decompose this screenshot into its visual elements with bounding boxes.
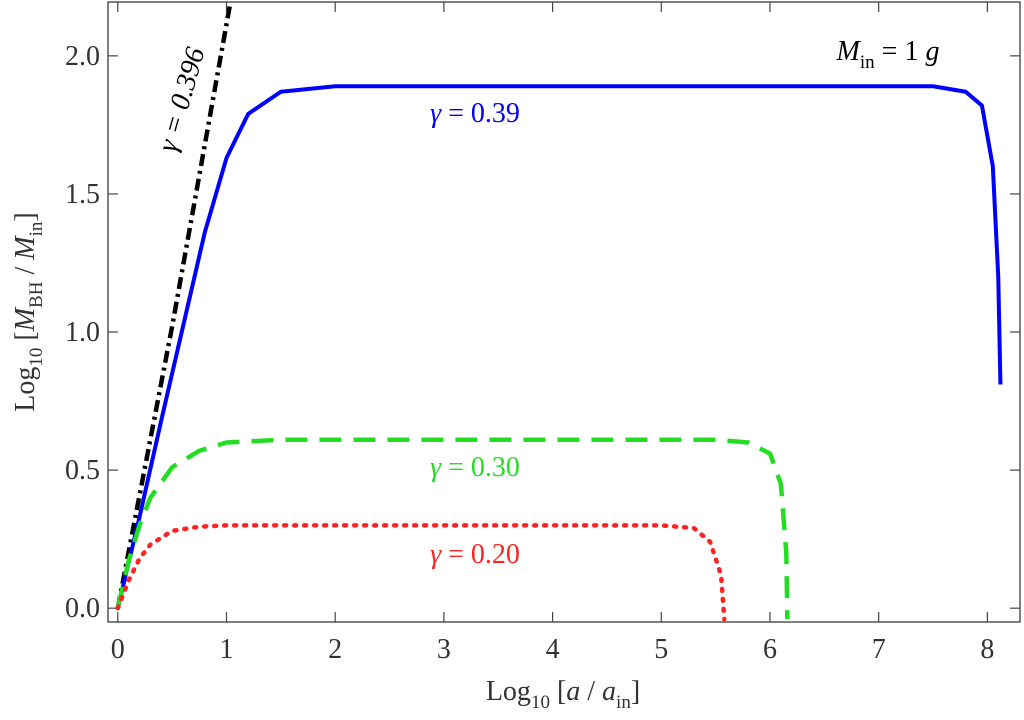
- series-line: [115, 5, 232, 609]
- y-axis-label-part: M: [10, 306, 41, 332]
- y-axis-label-part: ]: [10, 212, 41, 221]
- y-axis-label-part: Log: [10, 367, 41, 412]
- x-axis-label-part: a: [566, 676, 580, 707]
- annotation-part: g: [925, 36, 939, 67]
- annotation: γ = 0.30: [430, 452, 520, 483]
- y-tick-label: 1.5: [65, 179, 100, 210]
- y-tick-label: 0.5: [65, 455, 100, 486]
- annotation-part: = 0.20: [441, 539, 520, 570]
- y-axis-label: Log10 [MBH / Min]: [10, 212, 47, 411]
- y-axis-label-part: M: [10, 235, 41, 261]
- x-axis-label-part: a: [602, 676, 616, 707]
- annotation-part: = 1: [875, 36, 926, 67]
- series-line: [115, 523, 727, 622]
- y-tick-label: 0.0: [65, 593, 100, 624]
- series-line: [115, 84, 1003, 609]
- x-axis-label-part: 10: [531, 692, 550, 713]
- annotation: Min = 1 g: [836, 36, 940, 73]
- annotation-part: γ: [430, 452, 442, 483]
- series-line: [115, 437, 790, 620]
- annotation-part: γ: [430, 539, 442, 570]
- annotation-part: = 0.39: [441, 98, 520, 129]
- x-tick-label: 4: [546, 634, 560, 665]
- x-tick-label: 3: [437, 634, 451, 665]
- annotation-part: = 0.30: [441, 452, 520, 483]
- x-axis-label-part: Log: [486, 676, 531, 707]
- y-axis-label-part: 10: [26, 348, 47, 367]
- x-tick-label: 1: [219, 634, 233, 665]
- y-axis-label-part: [: [10, 331, 41, 347]
- x-axis-label-part: ]: [631, 676, 640, 707]
- x-tick-label: 7: [872, 634, 886, 665]
- x-tick-label: 2: [328, 634, 342, 665]
- y-axis-label-part: BH: [26, 281, 47, 308]
- y-axis-label-part: /: [10, 260, 41, 282]
- x-axis-label-part: in: [616, 692, 631, 713]
- y-tick-label: 2.0: [65, 41, 100, 72]
- annotation-part: γ: [430, 98, 442, 129]
- x-tick-label: 8: [980, 634, 994, 665]
- plot-frame: [107, 1, 1021, 623]
- x-tick-label: 5: [654, 634, 668, 665]
- annotation: γ = 0.20: [430, 539, 520, 570]
- x-axis-label-part: [: [550, 676, 566, 707]
- annotation: γ = 0.39: [430, 98, 520, 129]
- x-axis-label-part: /: [580, 676, 602, 707]
- annotation-part: M: [836, 36, 862, 67]
- x-axis-label: Log10 [a / ain]: [486, 676, 640, 713]
- x-tick-label: 6: [763, 634, 777, 665]
- annotation-part: in: [860, 52, 875, 73]
- y-tick-label: 1.0: [65, 317, 100, 348]
- y-axis-label-part: in: [26, 221, 47, 236]
- x-tick-label: 0: [111, 634, 125, 665]
